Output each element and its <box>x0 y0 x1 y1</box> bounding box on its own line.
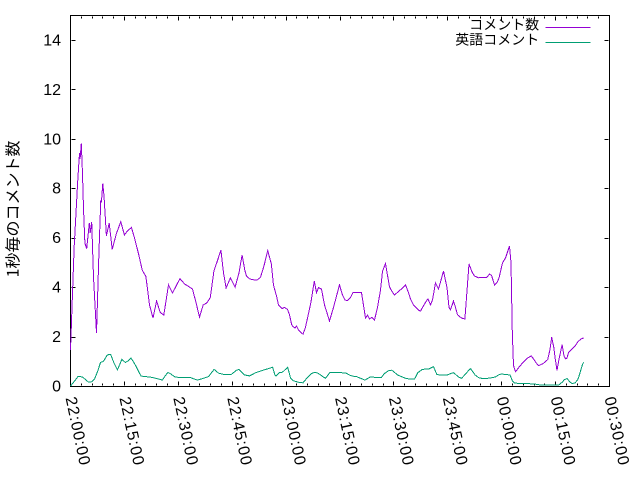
svg-text:12: 12 <box>43 82 61 99</box>
svg-text:14: 14 <box>43 32 61 49</box>
svg-text:6: 6 <box>52 230 61 247</box>
svg-text:8: 8 <box>52 181 61 198</box>
svg-text:4: 4 <box>52 280 61 297</box>
svg-text:0: 0 <box>52 378 61 395</box>
svg-text:2: 2 <box>52 329 61 346</box>
svg-text:10: 10 <box>43 131 61 148</box>
